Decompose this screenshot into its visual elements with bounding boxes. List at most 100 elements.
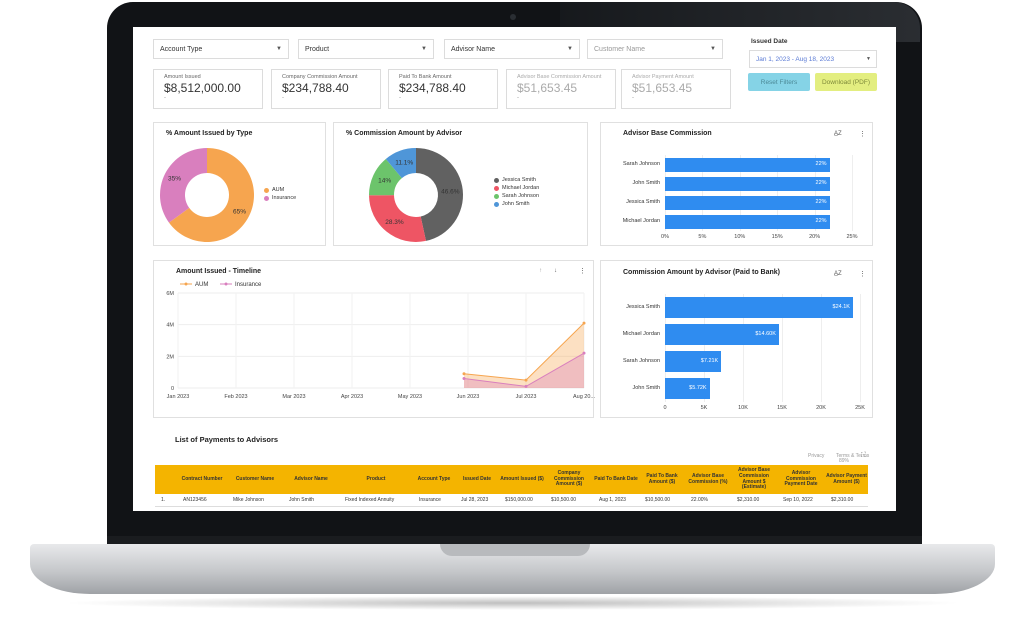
category-label: Sarah Johnson (623, 357, 660, 364)
series-area (464, 323, 584, 388)
donut-slice (160, 148, 207, 223)
kpi-advisor-payment: Advisor Payment Amount $51,653.45 - (621, 69, 731, 109)
table-cell: AN123456 (183, 497, 207, 503)
product-label: Product (305, 45, 330, 53)
bar[interactable] (665, 297, 853, 318)
kpi-amount-issued: Amount Issued $8,512,000.00 - (153, 69, 263, 109)
reset-filters-button[interactable]: Reset Filters (748, 73, 810, 91)
bar-label: 22% (815, 160, 827, 167)
data-point (462, 372, 466, 376)
gridline (704, 294, 705, 402)
donut-slice (416, 148, 463, 241)
arrow-up-icon[interactable]: ↑ (539, 268, 542, 274)
column-header[interactable]: Paid To Bank Amount ($) (646, 472, 678, 485)
terms-link[interactable]: Terms & Terms (836, 453, 870, 459)
bar[interactable] (665, 195, 830, 210)
kpi-value: $234,788.40 (282, 81, 349, 95)
x-tick-label: 10K (738, 405, 748, 411)
bar[interactable] (665, 324, 779, 345)
table-cell: Sep 10, 2022 (783, 497, 813, 503)
table-cell: John Smith (289, 497, 315, 503)
kpi-advisor-base-commission: Advisor Base Commission Amount $51,653.4… (506, 69, 616, 109)
x-tick-label: 0 (663, 405, 667, 411)
legend-marker (184, 282, 188, 286)
sort-az-icon[interactable]: A̲Z (834, 131, 842, 137)
arrow-down-icon[interactable]: ↓ (554, 268, 557, 274)
payments-table-title: List of Payments to Advisors (175, 435, 279, 444)
column-header[interactable]: Issued Date (462, 475, 492, 482)
x-tick-label: Apr 2023 (341, 394, 363, 400)
column-header[interactable]: Advisor Payment Amount ($) (826, 472, 867, 485)
kpi-value: $8,512,000.00 (164, 81, 241, 95)
bar[interactable] (665, 176, 830, 191)
x-tick-label: 5K (700, 405, 708, 411)
privacy-link[interactable]: Privacy (808, 453, 825, 459)
data-point (524, 384, 528, 388)
legend-label: Insurance (272, 195, 297, 201)
data-point (462, 377, 466, 380)
y-tick-label: 6M (166, 291, 174, 297)
product-dropdown[interactable]: Product ▼ (298, 39, 434, 59)
bar-label: $7.21K (700, 357, 719, 364)
gridline (739, 155, 741, 231)
bar[interactable] (665, 214, 830, 229)
sort-az-icon[interactable]: A̲Z (834, 271, 842, 277)
account-type-dropdown[interactable]: Account Type ▼ (153, 39, 289, 59)
gridline (782, 294, 783, 402)
panel-title: % Amount Issued by Type (166, 130, 253, 137)
bar[interactable] (665, 378, 710, 399)
download-pdf-button[interactable]: Download (PDF) (815, 73, 877, 91)
issued-date-picker[interactable]: Jan 1, 2023 - Aug 18, 2023 ▼ (749, 50, 877, 68)
donut-slice (168, 148, 254, 242)
legend-swatch (264, 195, 269, 201)
kpi-company-commission: Company Commission Amount $234,788.40 - (271, 69, 381, 109)
legend-label: AUM (195, 282, 208, 288)
slice-label: 28.3% (385, 219, 404, 226)
gridline (814, 155, 816, 231)
advisor-name-dropdown[interactable]: Advisor Name ▼ (444, 39, 580, 59)
column-header[interactable]: Customer Name (235, 475, 275, 482)
legend-label: Jessica Smith (502, 177, 536, 183)
column-header[interactable]: Advisor Base Commission (%) (688, 472, 728, 485)
table-cell: Jul 28, 2023 (461, 497, 489, 503)
category-label: Jessica Smith (626, 198, 660, 205)
column-header[interactable]: Advisor Name (294, 475, 328, 482)
table-cell: 1. (161, 497, 166, 503)
column-header[interactable]: Contract Number (181, 475, 223, 482)
panel-title: % Commission Amount by Advisor (346, 130, 463, 137)
customer-name-dropdown[interactable]: Customer Name ▼ (587, 39, 723, 59)
x-tick-label: 25% (846, 234, 858, 240)
legend-label: Michael Jordan (502, 185, 540, 191)
more-menu-icon[interactable]: ⋮ (859, 271, 866, 278)
column-header[interactable]: Account Type (417, 475, 451, 482)
slice-label: 35% (168, 175, 181, 182)
bar[interactable] (665, 157, 830, 172)
more-menu-icon[interactable]: ⋮ (859, 131, 866, 138)
timeline-panel: Amount Issued - Timeline ↑ ↓ ⋮ 0 2M 4M 6M Ja… (153, 260, 595, 418)
table-cell: $150,000.00 (505, 497, 533, 503)
slice-label: 14% (378, 178, 391, 185)
table-cell: $10,500.00 (551, 497, 577, 503)
legend-swatch (264, 187, 269, 193)
column-header[interactable]: Company Commission Amount ($) (553, 469, 584, 488)
column-header[interactable]: Amount Issued ($) (500, 475, 544, 482)
column-header[interactable]: Paid To Bank Date (594, 475, 638, 482)
table-row[interactable]: 1. AN123456 Mike Johnson John Smith Fixed In… (155, 494, 868, 507)
column-header[interactable]: Advisor Commission Payment Date (784, 469, 818, 488)
advisor-name-label: Advisor Name (451, 45, 495, 53)
column-header[interactable]: Advisor Base Commission Amount $ (Estima… (738, 467, 770, 491)
panel-title: Advisor Base Commission (623, 130, 712, 137)
x-tick-label: Jan 2023 (167, 394, 190, 400)
legend-item-aum: AUM (264, 187, 284, 193)
more-menu-icon[interactable]: ⋮ (579, 268, 586, 275)
data-point (582, 321, 586, 325)
column-header[interactable]: Product (366, 475, 386, 482)
kpi-label: Paid To Bank Amount (399, 74, 452, 80)
bar[interactable] (665, 351, 722, 372)
x-tick-label: Jun 2023 (457, 394, 480, 400)
legend-label: AUM (272, 187, 285, 193)
legend-swatch (494, 185, 499, 191)
bar-label: $24.1K (832, 303, 850, 310)
fullscreen-icon[interactable]: ⛶ (861, 452, 866, 459)
table-header: Contract Number Customer Name Advisor Name… (155, 465, 868, 494)
